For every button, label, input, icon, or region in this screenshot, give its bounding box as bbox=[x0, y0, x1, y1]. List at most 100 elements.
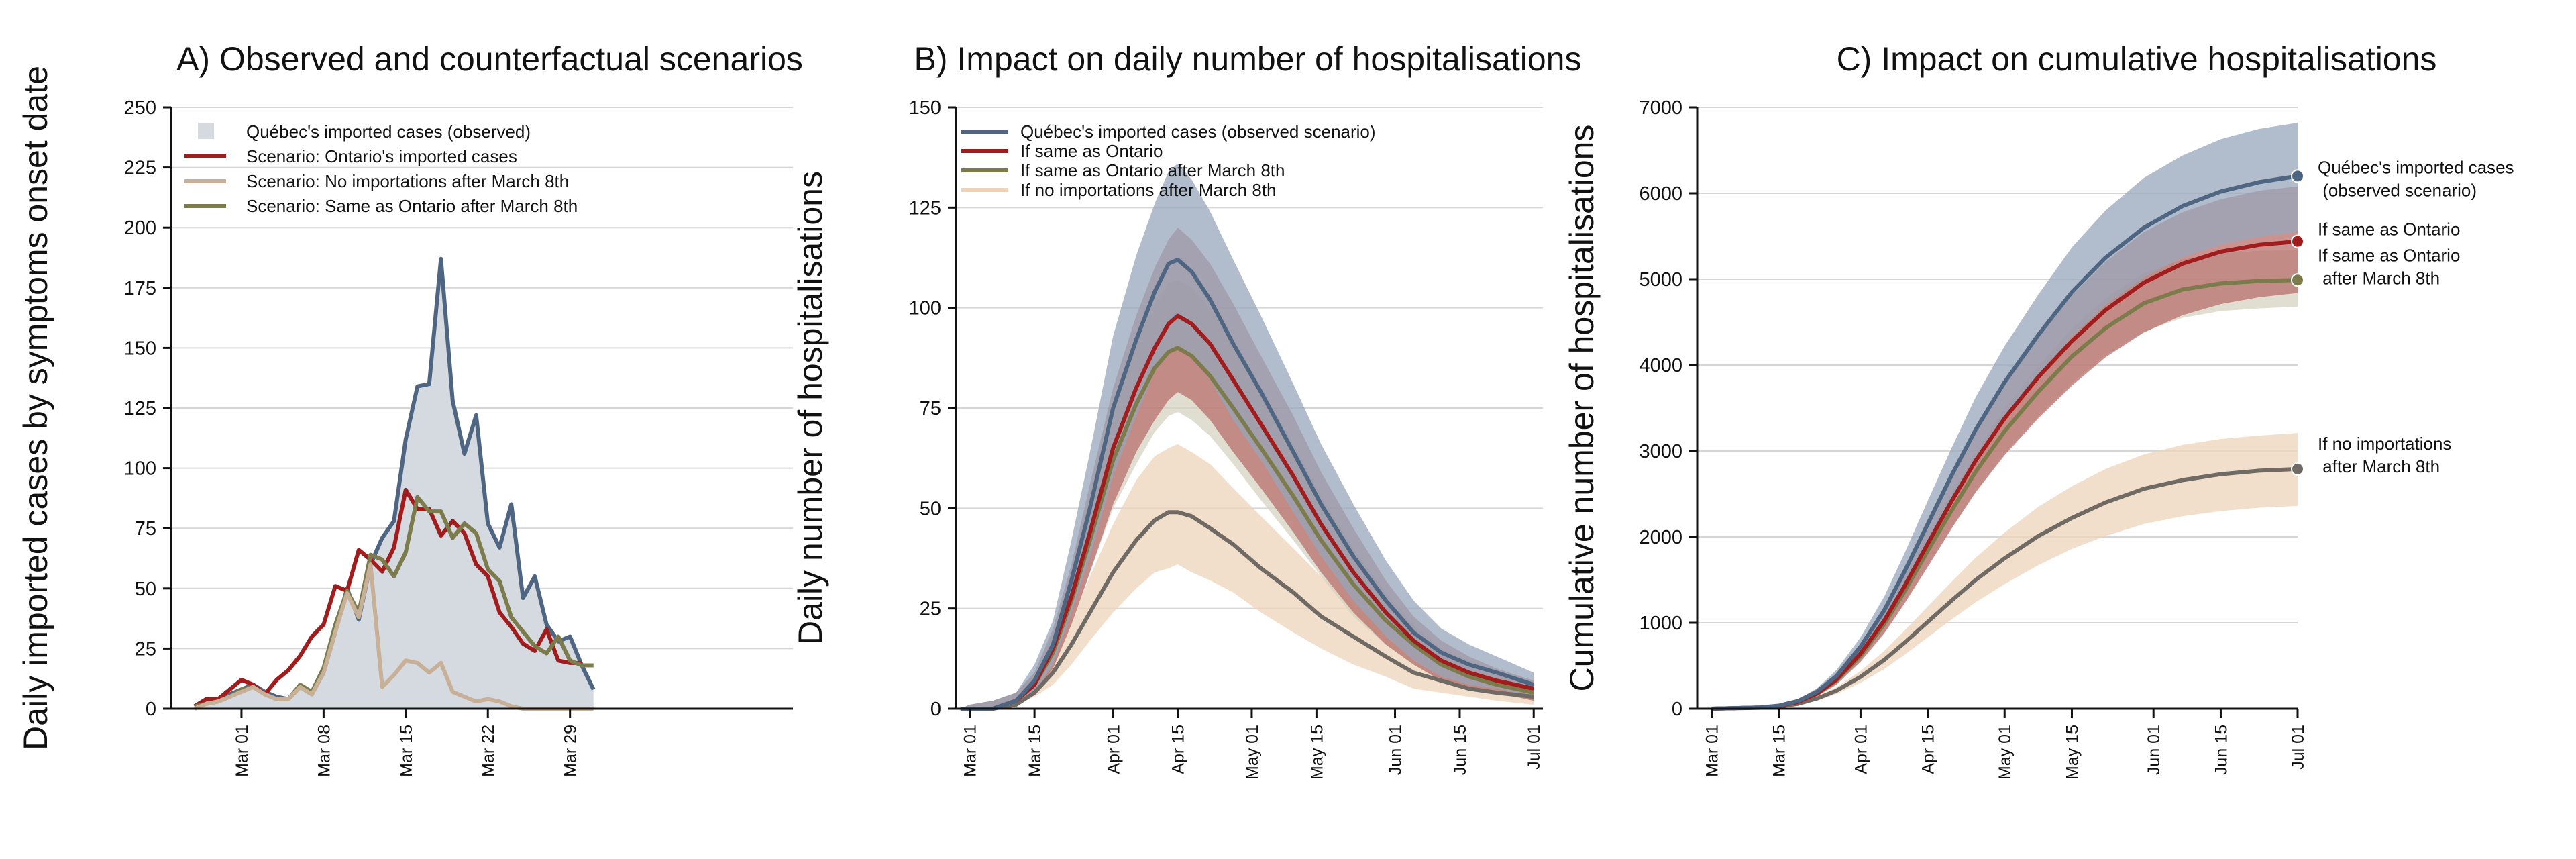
plot-area bbox=[193, 256, 596, 711]
plot-area bbox=[960, 163, 1535, 711]
end-label-line: after March 8th bbox=[2318, 456, 2440, 476]
axes: 0 1000 2000 3000 4000 5000 6000 7000 Mar 01 Mar 1… bbox=[1639, 97, 2308, 780]
x-tick-label: May 15 bbox=[1307, 725, 1326, 780]
y-tick-label: 25 bbox=[920, 599, 941, 620]
legend-label: If same as Ontario after March 8th bbox=[1020, 160, 1285, 181]
quebec-area bbox=[194, 258, 594, 709]
legend-label: If no importations after March 8th bbox=[1020, 180, 1277, 200]
x-tick-label: Apr 01 bbox=[1104, 725, 1123, 774]
y-tick-label: 50 bbox=[135, 578, 156, 600]
legend-label: If same as Ontario bbox=[1020, 141, 1163, 161]
end-label-line: (observed scenario) bbox=[2318, 180, 2477, 200]
x-tick-label: Jul 01 bbox=[2289, 725, 2308, 770]
end-label-line: If no importations bbox=[2318, 434, 2451, 454]
x-tick-label: May 01 bbox=[1996, 725, 2015, 780]
legend-label: Québec's imported cases (observed scenar… bbox=[1020, 121, 1376, 142]
panel-b: 0 25 50 75 100 125 150 Mar 01 Mar 15 Apr 01 Apr 15… bbox=[792, 40, 1581, 780]
plot-area bbox=[1711, 123, 2298, 711]
end-labels: Québec's imported cases (observed scenar… bbox=[2291, 157, 2514, 476]
panel-title: B) Impact on daily number of hospitalisa… bbox=[914, 40, 1582, 78]
gridlines bbox=[171, 107, 793, 650]
legend-label: Scenario: Same as Ontario after March 8t… bbox=[246, 196, 578, 216]
x-tick-label: Jun 01 bbox=[2145, 725, 2163, 775]
y-tick-label: 225 bbox=[124, 158, 156, 179]
end-label-line: after March 8th bbox=[2318, 268, 2440, 288]
y-tick-label: 6000 bbox=[1639, 183, 1682, 205]
y-tick-label: 150 bbox=[909, 97, 941, 119]
end-label-line: If same as Ontario bbox=[2318, 219, 2460, 240]
legend-label: Scenario: Ontario's imported cases bbox=[246, 146, 517, 166]
y-tick-label: 200 bbox=[124, 217, 156, 239]
x-tick-label: Mar 15 bbox=[1770, 725, 1789, 777]
x-tick-label: Apr 15 bbox=[1169, 725, 1188, 774]
y-tick-label: 2000 bbox=[1639, 527, 1682, 548]
x-tick-label: Mar 01 bbox=[961, 725, 980, 777]
end-dot bbox=[2291, 169, 2304, 183]
axes: 0 25 50 75 100 125 150 175 200 225 250 Mar 01 Mar 08… bbox=[124, 97, 793, 777]
x-tick-label: May 01 bbox=[1243, 725, 1262, 780]
series-line-0 bbox=[960, 258, 1535, 711]
x-tick-label: Mar 08 bbox=[315, 725, 333, 777]
x-tick-label: Jun 01 bbox=[1387, 725, 1405, 775]
end-label-line: Québec's imported cases bbox=[2318, 157, 2514, 177]
series-line-0 bbox=[1711, 174, 2298, 711]
x-tick-label: Mar 15 bbox=[1026, 725, 1044, 777]
y-tick-label: 125 bbox=[909, 197, 941, 219]
y-tick-label: 1000 bbox=[1639, 613, 1682, 634]
panel-title: C) Impact on cumulative hospitalisations bbox=[1837, 40, 2437, 78]
y-tick-label: 75 bbox=[920, 398, 941, 419]
x-tick-label: Mar 22 bbox=[479, 725, 498, 777]
y-tick-label: 250 bbox=[124, 97, 156, 119]
end-dot bbox=[2291, 273, 2304, 287]
legend-swatch bbox=[198, 123, 214, 139]
y-tick-label: 5000 bbox=[1639, 269, 1682, 291]
x-tick-label: Jun 15 bbox=[1451, 725, 1470, 775]
axes: 0 25 50 75 100 125 150 Mar 01 Mar 15 Apr 01 Apr 15… bbox=[909, 97, 1544, 780]
y-tick-label: 75 bbox=[135, 518, 156, 540]
legend: Québec's imported cases (observed scenar… bbox=[961, 121, 1376, 200]
x-tick-label: Mar 01 bbox=[1703, 725, 1721, 777]
end-label-line: If same as Ontario bbox=[2318, 245, 2460, 265]
x-tick-label: Mar 29 bbox=[561, 725, 580, 777]
panel-a: 0 25 50 75 100 125 150 175 200 225 250 Mar 01 Mar 08… bbox=[17, 40, 803, 777]
y-axis-label: Cumulative number of hospitalisations bbox=[1563, 125, 1601, 692]
end-label: If same as Ontario after March 8th bbox=[2318, 245, 2460, 288]
series-band-3 bbox=[1711, 433, 2298, 709]
y-tick-label: 50 bbox=[920, 498, 941, 519]
y-tick-label: 175 bbox=[124, 278, 156, 299]
y-tick-label: 150 bbox=[124, 338, 156, 359]
end-label: If no importations after March 8th bbox=[2318, 434, 2451, 476]
y-tick-label: 100 bbox=[909, 298, 941, 319]
end-label: If same as Ontario bbox=[2318, 219, 2460, 240]
series-band-0 bbox=[960, 163, 1534, 709]
y-tick-label: 0 bbox=[1672, 699, 1682, 720]
end-dot bbox=[2291, 462, 2304, 476]
panel-c: 0 1000 2000 3000 4000 5000 6000 7000 Mar 01 Mar 1… bbox=[1563, 40, 2514, 780]
x-tick-label: Jul 01 bbox=[1525, 725, 1544, 770]
series-line-3 bbox=[1711, 466, 2298, 711]
x-tick-label: May 15 bbox=[2063, 725, 2082, 780]
x-tick-label: Apr 15 bbox=[1919, 725, 1938, 774]
y-tick-label: 4000 bbox=[1639, 355, 1682, 376]
y-axis-label: Daily number of hospitalisations bbox=[792, 171, 829, 645]
panel-title: A) Observed and counterfactual scenarios bbox=[176, 40, 803, 78]
legend-label: Scenario: No importations after March 8t… bbox=[246, 171, 569, 191]
x-tick-label: Jun 15 bbox=[2212, 725, 2231, 775]
legend-label: Québec's imported cases (observed) bbox=[246, 121, 531, 142]
series-band-1 bbox=[1711, 186, 2298, 709]
end-label: Québec's imported cases (observed scenar… bbox=[2318, 157, 2514, 200]
end-dot bbox=[2291, 234, 2304, 248]
y-tick-label: 25 bbox=[135, 638, 156, 660]
y-axis-label: Daily imported cases by symptoms onset d… bbox=[17, 66, 54, 750]
y-tick-label: 125 bbox=[124, 398, 156, 419]
x-tick-label: Mar 15 bbox=[397, 725, 416, 777]
y-tick-label: 0 bbox=[146, 699, 156, 720]
x-tick-label: Apr 01 bbox=[1851, 725, 1870, 774]
x-tick-label: Mar 01 bbox=[233, 725, 252, 777]
y-tick-label: 0 bbox=[930, 699, 941, 720]
y-tick-label: 3000 bbox=[1639, 441, 1682, 462]
legend: Québec's imported cases (observed) Scenar… bbox=[184, 121, 578, 216]
series-line-3 bbox=[960, 510, 1534, 711]
y-tick-label: 7000 bbox=[1639, 97, 1682, 119]
